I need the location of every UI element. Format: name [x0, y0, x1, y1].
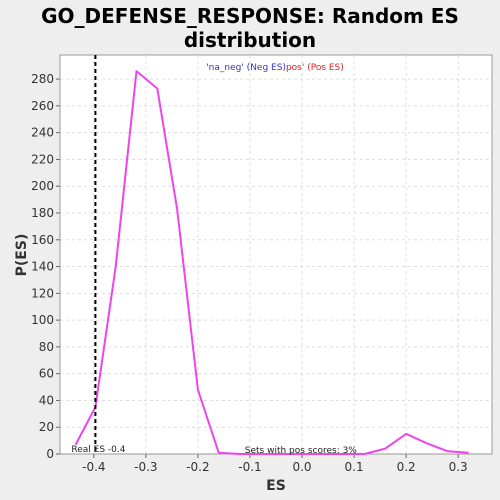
real-es-layer: Real ES -0.4 Sets with pos scores: 3%: [71, 55, 357, 456]
x-tick-label: 0.0: [292, 460, 311, 474]
series-line: [74, 70, 469, 455]
y-tick-label: 0: [46, 447, 54, 461]
y-tick-label: 240: [31, 126, 54, 140]
chart-title-line1: GO_DEFENSE_RESPONSE: Random ES: [41, 4, 459, 28]
pos-scores-annotation: Sets with pos scores: 3%: [245, 446, 358, 456]
x-axis: -0.4 -0.3 -0.2 -0.1 0.0 0.1 0.2 0.3: [82, 454, 468, 474]
y-tick-label: 160: [31, 233, 54, 247]
legend-pos-entry: pos' (Pos ES): [286, 63, 344, 73]
plot-area: [59, 54, 493, 455]
series-layer: [74, 70, 469, 455]
y-tick-label: 140: [31, 260, 54, 274]
y-tick-label: 280: [31, 72, 54, 86]
x-tick-label: 0.1: [345, 460, 364, 474]
y-tick-label: 200: [31, 179, 54, 193]
legend-neg-entry: 'na_neg' (Neg ES): [206, 63, 286, 73]
x-axis-label: ES: [266, 478, 286, 494]
y-axis: 0 20 40 60 80 100 120 140 160 180 200 220 240 260 280: [31, 72, 60, 461]
y-tick-label: 180: [31, 206, 54, 220]
x-tick-label: -0.4: [82, 460, 105, 474]
y-tick-label: 120: [31, 286, 54, 300]
grid: [60, 55, 492, 454]
real-es-label: Real ES -0.4: [71, 445, 125, 455]
x-tick-label: 0.2: [397, 460, 416, 474]
y-tick-label: 260: [31, 99, 54, 113]
chart-title-line2: distribution: [184, 28, 316, 52]
x-tick-label: 0.3: [449, 460, 468, 474]
x-tick-label: -0.2: [186, 460, 209, 474]
y-tick-label: 100: [31, 313, 54, 327]
y-tick-label: 60: [39, 367, 54, 381]
y-tick-label: 40: [39, 393, 54, 407]
y-tick-label: 220: [31, 152, 54, 166]
y-tick-label: 80: [39, 340, 54, 354]
legend: 'na_neg' (Neg ES)pos' (Pos ES): [206, 63, 344, 73]
y-tick-label: 20: [39, 420, 54, 434]
x-tick-label: -0.3: [134, 460, 157, 474]
y-axis-label: P(ES): [14, 234, 30, 277]
x-tick-label: -0.1: [238, 460, 261, 474]
